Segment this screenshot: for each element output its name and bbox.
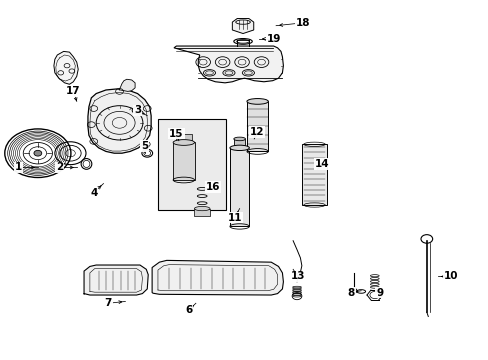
Ellipse shape bbox=[173, 140, 194, 145]
Polygon shape bbox=[229, 148, 249, 226]
Text: 2: 2 bbox=[56, 162, 63, 172]
Circle shape bbox=[132, 107, 141, 113]
Text: 13: 13 bbox=[290, 271, 305, 282]
Text: 4: 4 bbox=[90, 188, 97, 198]
Text: 1: 1 bbox=[15, 162, 22, 172]
Polygon shape bbox=[246, 102, 268, 152]
Polygon shape bbox=[152, 260, 283, 295]
Ellipse shape bbox=[229, 145, 249, 150]
Ellipse shape bbox=[194, 206, 209, 211]
Text: 11: 11 bbox=[227, 212, 242, 222]
Text: 7: 7 bbox=[104, 298, 112, 308]
Polygon shape bbox=[119, 79, 135, 91]
Polygon shape bbox=[174, 46, 283, 83]
Text: 12: 12 bbox=[249, 127, 264, 137]
Polygon shape bbox=[301, 144, 326, 205]
Text: 5: 5 bbox=[141, 141, 148, 151]
Text: 14: 14 bbox=[314, 159, 329, 169]
Text: 17: 17 bbox=[66, 86, 81, 96]
Ellipse shape bbox=[242, 69, 254, 76]
Polygon shape bbox=[54, 51, 78, 84]
Polygon shape bbox=[88, 89, 151, 153]
Ellipse shape bbox=[233, 137, 245, 141]
Polygon shape bbox=[232, 18, 253, 33]
Text: 8: 8 bbox=[347, 288, 354, 297]
Ellipse shape bbox=[246, 99, 268, 104]
Text: 19: 19 bbox=[266, 34, 280, 44]
Text: 9: 9 bbox=[375, 288, 383, 297]
Text: 3: 3 bbox=[134, 105, 141, 115]
Text: 16: 16 bbox=[205, 182, 220, 192]
Text: 6: 6 bbox=[184, 305, 192, 315]
Polygon shape bbox=[84, 265, 148, 295]
Ellipse shape bbox=[223, 69, 235, 76]
Text: 18: 18 bbox=[295, 18, 309, 28]
Text: 15: 15 bbox=[169, 129, 183, 139]
Polygon shape bbox=[176, 134, 191, 143]
Circle shape bbox=[34, 150, 41, 156]
Polygon shape bbox=[173, 143, 194, 180]
Polygon shape bbox=[158, 119, 225, 210]
Ellipse shape bbox=[203, 69, 215, 76]
Text: 10: 10 bbox=[443, 271, 457, 282]
Polygon shape bbox=[233, 139, 245, 148]
Polygon shape bbox=[194, 208, 209, 216]
